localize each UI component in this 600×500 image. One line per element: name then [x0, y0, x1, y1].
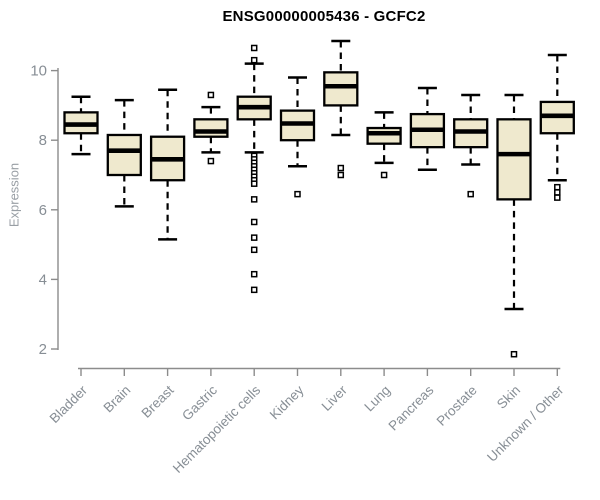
boxplot-lung — [366, 111, 402, 179]
outlier-point — [250, 246, 258, 254]
outlier-point — [337, 164, 345, 172]
outlier-point — [207, 157, 215, 165]
outlier-point — [554, 189, 561, 196]
outlier-point — [294, 190, 301, 198]
x-tick-label: Pancreas — [386, 382, 437, 433]
boxplot-breast — [149, 88, 186, 241]
outlier-point — [554, 183, 561, 191]
x-tick-label: Lung — [361, 383, 393, 415]
chart-title: ENSG00000005436 - GCFC2 — [222, 8, 426, 25]
boxplot-liver — [323, 39, 359, 179]
y-tick-label: 10 — [30, 63, 47, 80]
boxplot-prostate — [453, 93, 489, 198]
outlier-point — [467, 190, 474, 198]
outlier-point — [250, 234, 258, 241]
outlier-point — [337, 171, 345, 179]
x-tick-label: Skin — [494, 383, 523, 412]
outlier-point — [250, 286, 258, 294]
y-axis: 2 4 6 8 10 — [30, 63, 59, 358]
outlier-point — [250, 196, 258, 203]
boxplot-skin — [496, 93, 532, 358]
outlier-point — [250, 44, 258, 52]
x-tick-label: Breast — [139, 382, 177, 420]
boxplot-bladder — [63, 95, 99, 156]
iqr-box — [106, 133, 142, 177]
iqr-box — [193, 118, 229, 138]
x-tick-label: Gastric — [179, 382, 220, 423]
outlier-point — [250, 180, 258, 187]
outlier-point — [380, 171, 388, 179]
boxplot-kidney — [279, 76, 316, 198]
outlier-point — [207, 91, 215, 99]
x-tick-label: Bladder — [47, 382, 91, 426]
x-tick-label: Kidney — [267, 382, 307, 422]
y-tick-label: 4 — [39, 271, 47, 288]
x-tick-label: Prostate — [434, 383, 480, 429]
y-tick-label: 8 — [39, 132, 47, 149]
x-tick-label: Unknown / Other — [484, 382, 567, 465]
boxplot-hematopoietic-cells — [236, 44, 272, 294]
x-tick-label: Brain — [101, 383, 134, 416]
outlier-point — [250, 270, 258, 278]
outlier-point — [554, 194, 561, 201]
iqr-box — [366, 126, 402, 145]
outlier-point — [250, 218, 258, 226]
x-tick-label: Liver — [319, 382, 351, 414]
outlier-point — [510, 350, 518, 358]
boxplot-gastric — [193, 91, 229, 165]
boxplot-unknown-other — [539, 53, 575, 201]
iqr-box — [323, 71, 359, 107]
outlier-point — [250, 56, 258, 64]
iqr-box — [496, 118, 532, 201]
y-tick-label: 6 — [39, 202, 47, 219]
boxplot-pancreas — [409, 86, 446, 172]
y-tick-label: 2 — [39, 341, 47, 358]
boxplot-brain — [106, 98, 142, 208]
